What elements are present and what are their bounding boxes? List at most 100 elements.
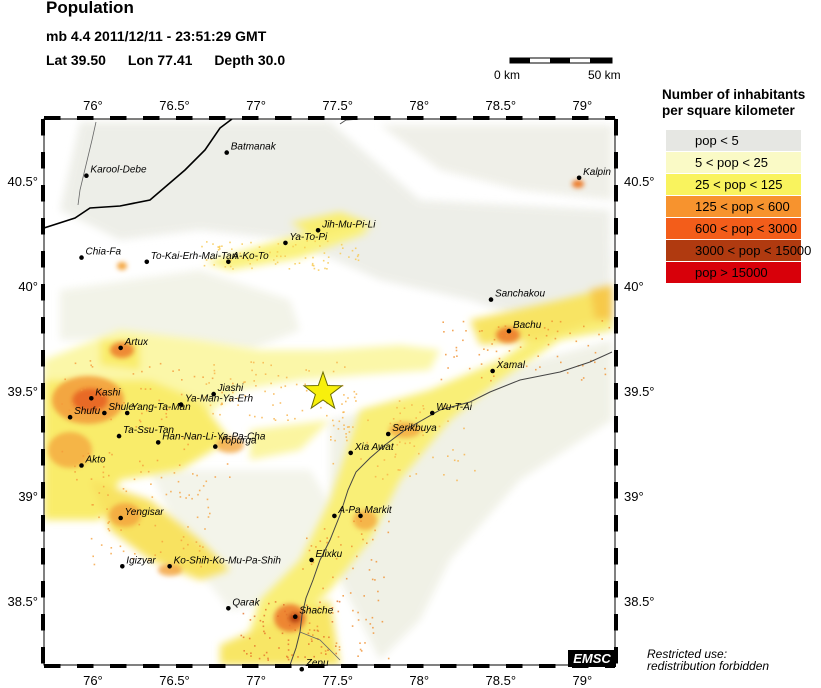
city-label: A-Pa [337,505,361,516]
usage-notice: Restricted use: redistribution forbidden [647,648,769,672]
legend-label: pop < 5 [695,133,739,148]
city-dot [155,440,161,445]
city-label: Sanchakou [495,289,545,300]
lat-tick-label-left: 40° [18,279,38,294]
lon-tick-label-top: 76.5° [159,98,190,113]
lon-tick-label-bottom: 78° [409,673,429,688]
city-karool-debe: Karool-Debe [84,165,147,178]
city-dot [84,173,89,178]
city-dot [226,606,231,611]
legend-title-line2: per square kilometer [662,103,795,118]
city-label: Elixku [316,549,343,560]
lat-tick-label-right: 39.5° [624,384,655,399]
city-dot [315,228,321,233]
city-dot [118,515,123,521]
city-label: Jih-Mu-Pi-Li [321,219,376,230]
city-label: Han-Nan-Li-Ya-Pa-Cha [162,431,266,442]
epicenter-star-shape [302,370,344,410]
legend-swatch [666,262,801,283]
city-dot [429,410,435,416]
city-label: Igizyar [126,555,156,566]
legend-title-line1: Number of inhabitants [662,87,806,102]
legend-item: pop > 15000 [666,262,821,283]
scalebar-label-start: 0 km [494,68,521,82]
city-elixku: Elixku [309,549,343,563]
river-south [299,631,341,661]
city-dot [488,297,494,302]
city-han-nan-li-ya-pa-cha: Han-Nan-Li-Ya-Pa-Cha [155,431,266,445]
city-batmanak: Batmanak [224,142,277,155]
map-frame [41,116,618,668]
city-dot [102,410,107,416]
city-dot [89,396,94,401]
legend-label: 5 < pop < 25 [695,155,769,170]
map-area [44,119,615,665]
city-serikbuya: Serikbuya [385,423,437,437]
legend-item: 3000 < pop < 15000 [666,240,821,261]
city-markit: Markit [358,505,393,519]
river-thin [77,121,97,206]
city-ya-man-ya-erh: Ya-Man-Ya-Erh [178,394,253,407]
city-dot [576,175,582,181]
city-dot [348,450,354,456]
scalebar-label-end: 50 km [588,68,621,82]
city-label: Yang-Ta-Man [131,402,191,413]
city-label: Yopurga [219,436,257,447]
legend-swatch [666,196,801,217]
city-label: Shufu [74,406,101,417]
legend-label: 25 < pop < 125 [695,177,783,192]
city-label: Markit [364,505,392,516]
legend-item: 600 < pop < 3000 [666,218,821,239]
city-dot [167,564,172,569]
city-dot [124,410,130,416]
legend-title: Number of inhabitants per square kilomet… [662,87,805,119]
city-akto: Akto [79,455,106,468]
city-dot [506,328,512,334]
lon-tick-label-top: 78.5° [486,98,517,113]
lon-tick-label-bottom: 76° [83,673,103,688]
lat-tick-label-left: 40.5° [7,174,38,189]
city-label: Xamal [496,360,526,371]
city-dot [490,368,495,374]
lon-tick-label-top: 78° [409,98,429,113]
lon-tick-label-bottom: 79° [573,673,593,688]
city-label: Artux [124,337,149,348]
city-label: Ko-Shih-Ko-Mu-Pa-Shih [174,555,282,566]
city-ko-shih-ko-mu-pa-shih: Ko-Shih-Ko-Mu-Pa-Shih [167,555,282,569]
city-kalpin: Kalpin [576,167,611,181]
lon-tick-label-top: 77.5° [322,98,353,113]
city-shache: Shache [292,606,334,619]
event-info: mb 4.4 2011/12/11 - 23:51:29 GMT [46,28,267,44]
lat-tick-label-right: 39° [624,489,644,504]
legend-swatch [666,240,801,261]
emsc-logo: EMSC [568,650,616,667]
city-dot [299,666,305,672]
city-dot [283,240,288,246]
river-yarkand [289,351,613,665]
city-label: Serikbuya [392,423,437,434]
city-dot [120,564,125,569]
city-dot [385,431,391,437]
city-markers: Batmanak Karool-Debe Kalpin Jih-Mu-Pi-Li Ya-… [67,142,611,672]
city-label: Yengisar [125,507,165,518]
city-yengisar: Yengisar [118,507,165,521]
city-label: Batmanak [231,142,277,153]
city-label: Zepu [305,658,329,669]
legend-item: 5 < pop < 25 [666,152,821,173]
city-to-kai-erh-mai-tan: To-Kai-Erh-Mai-Tan [144,251,238,265]
city-dot [118,345,123,351]
city-dot [332,513,337,519]
legend-swatch [666,130,801,151]
city-igizyar: Igizyar [120,555,156,569]
city-dot [116,433,122,439]
latitude-value: Lat 39.50 [46,52,106,68]
lat-tick-label-right: 40° [624,279,644,294]
axis-tick-labels: 76° 76° 76.5° 76.5° 77° 77° 77.5° 77.5° 78° 78° 78… [7,98,654,688]
city-yopurga: Yopurga [213,436,257,449]
city-label: Kalpin [583,167,611,178]
location-info: Lat 39.50 Lon 77.41 Depth 30.0 [46,52,303,68]
lon-tick-label-bottom: 77.5° [322,673,353,688]
city-label: Akto [85,455,106,466]
city-qarak: Qarak [226,597,261,611]
